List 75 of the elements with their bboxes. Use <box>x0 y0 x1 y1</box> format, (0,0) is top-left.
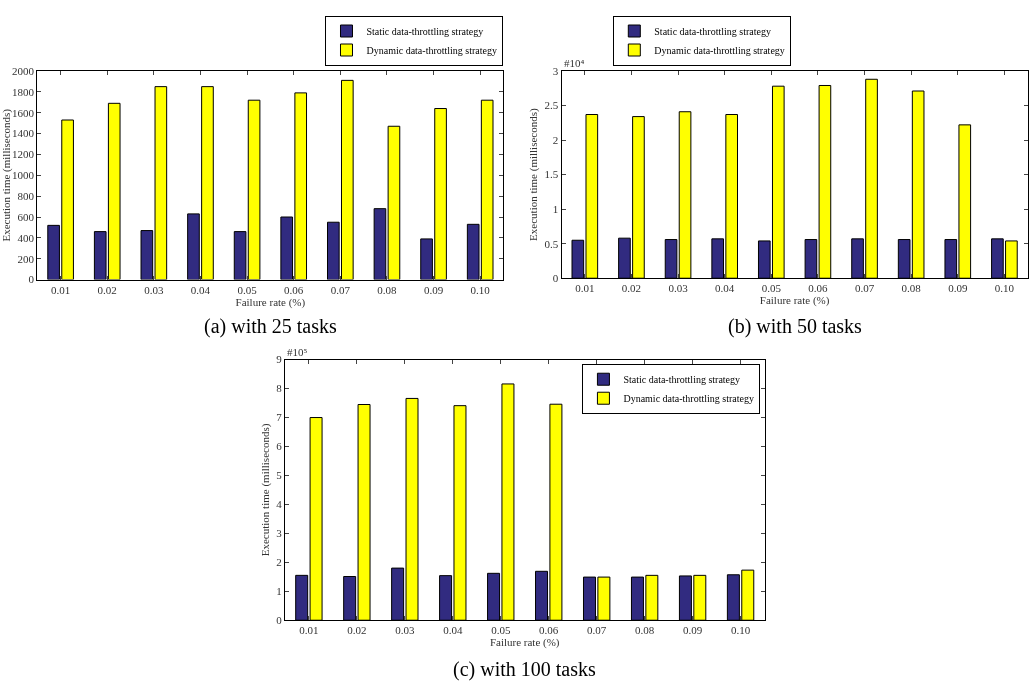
x-tick-label: 0.04 <box>190 283 211 296</box>
x-tick-label: 0.07 <box>587 624 607 637</box>
x-tick-label: 0.08 <box>901 282 922 295</box>
y-axis-title: Execution time (milliseconds) <box>527 107 541 241</box>
y-axis-title: Execution time (milliseconds) <box>258 423 272 557</box>
x-tick-label: 0.01 <box>575 282 595 295</box>
y-tick-label: 600 <box>17 210 35 223</box>
x-tick-label: 0.03 <box>395 624 415 637</box>
text: (b) with 50 tasks <box>728 315 863 338</box>
x-tick-label: 0.09 <box>682 624 703 637</box>
legend-label: Static data-throttling strategy <box>623 374 741 386</box>
y-tick-label: 2.5 <box>544 99 559 112</box>
x-tick-label: 0.10 <box>470 283 491 296</box>
y-tick-label: 1400 <box>12 127 35 140</box>
y-tick-label: 8 <box>276 382 283 395</box>
x-tick-label: 0.10 <box>730 624 751 637</box>
y-tick-label: 1 <box>552 203 559 215</box>
x-tick-label: 0.08 <box>635 624 655 637</box>
y-tick-label: 1.5 <box>544 168 559 181</box>
y-tick-label: 7 <box>276 411 283 424</box>
y-tick-label: 2 <box>276 556 282 569</box>
x-tick-label: 0.06 <box>539 624 559 637</box>
x-tick-label: 0.09 <box>948 282 968 295</box>
y-tick-label: 0 <box>552 272 559 285</box>
x-tick-label: 0.09 <box>423 283 444 296</box>
y-tick-label: 0 <box>28 273 35 286</box>
y-tick-label: 1600 <box>12 106 35 119</box>
x-tick-label: 0.02 <box>347 624 367 637</box>
y-tick-label: 400 <box>17 231 35 244</box>
y-tick-label: 0 <box>276 614 283 627</box>
x-tick-label: 0.04 <box>715 282 735 295</box>
x-tick-label: 0.07 <box>330 283 351 296</box>
x-axis-title: Failure rate (%) <box>759 294 830 308</box>
y-tick-label: 2000 <box>12 64 35 77</box>
y-tick-label: 5 <box>276 469 283 482</box>
y-tick-label: 6 <box>276 440 283 453</box>
x-tick-label: 0.05 <box>491 624 511 637</box>
legend-label: Dynamic data-throttling strategy <box>366 44 498 56</box>
y-tick-label: 1200 <box>12 148 35 161</box>
y-tick-label: 200 <box>17 252 35 265</box>
y-tick-label: 1 <box>276 585 282 598</box>
x-tick-label: 0.03 <box>144 283 164 296</box>
y-tick-label: 3 <box>276 527 283 540</box>
y-tick-label: 9 <box>276 353 283 366</box>
y-tick-label: 2 <box>552 133 559 146</box>
x-tick-label: 0.10 <box>994 282 1015 295</box>
x-tick-label: 0.01 <box>299 624 319 637</box>
x-tick-label: 0.06 <box>808 282 829 295</box>
y-tick-label: 4 <box>276 498 283 511</box>
y-tick-label: 800 <box>17 190 35 202</box>
y-tick-label: 1000 <box>12 169 35 182</box>
text: (c) with 100 tasks <box>453 658 596 681</box>
x-tick-label: 0.05 <box>237 283 258 296</box>
y-tick-label: 0.5 <box>544 237 559 250</box>
y-tick-label: 3 <box>552 64 559 77</box>
x-axis-title: Failure rate (%) <box>235 295 306 309</box>
y-axis-title: Execution time (milliseconds) <box>0 108 13 242</box>
x-tick-label: 0.05 <box>761 282 782 295</box>
x-tick-label: 0.01 <box>50 283 71 296</box>
x-tick-label: 0.08 <box>377 283 398 296</box>
text: #10⁴ <box>564 57 585 69</box>
text: #10⁵ <box>287 346 308 358</box>
x-tick-label: 0.02 <box>621 282 642 295</box>
x-tick-label: 0.03 <box>668 282 689 295</box>
legend-label: Dynamic data-throttling strategy <box>623 393 754 405</box>
x-tick-label: 0.06 <box>284 283 304 296</box>
x-axis-title: Failure rate (%) <box>489 636 560 650</box>
text: (a) with 25 tasks <box>204 315 337 338</box>
x-tick-label: 0.07 <box>854 282 875 295</box>
legend-label: Static data-throttling strategy <box>654 25 771 37</box>
y-tick-label: 1800 <box>12 85 35 98</box>
legend-label: Dynamic data-throttling strategy <box>654 44 785 56</box>
x-tick-label: 0.02 <box>97 283 117 296</box>
legend-label: Static data-throttling strategy <box>366 25 484 37</box>
x-tick-label: 0.04 <box>443 624 463 637</box>
